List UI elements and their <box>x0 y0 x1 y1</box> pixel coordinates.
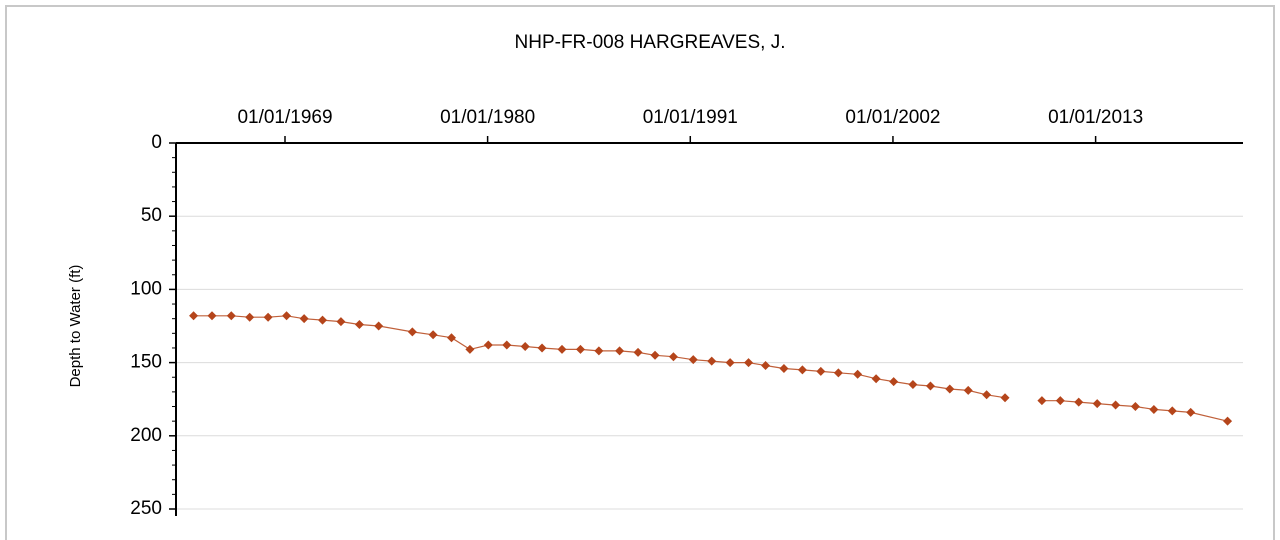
chart-title: NHP-FR-008 HARGREAVES, J. <box>515 32 786 53</box>
y-tick-label: 100 <box>130 278 162 299</box>
data-point <box>407 327 417 337</box>
data-point <box>483 340 493 350</box>
data-point <box>871 374 881 384</box>
data-point <box>725 358 735 368</box>
data-point <box>889 377 899 387</box>
data-point <box>207 311 217 321</box>
data-point <box>226 311 236 321</box>
data-point <box>447 333 457 343</box>
y-tick-label: 250 <box>130 498 162 519</box>
data-point <box>354 320 364 330</box>
x-tick-label: 01/01/2013 <box>1048 107 1143 128</box>
data-point <box>908 380 918 390</box>
data-point <box>761 361 771 371</box>
data-point <box>336 317 346 327</box>
data-point <box>374 321 384 331</box>
data-point <box>575 344 585 354</box>
data-point <box>318 315 328 325</box>
data-point <box>299 314 309 324</box>
y-tick-label: 50 <box>141 205 162 226</box>
data-point <box>263 312 273 322</box>
y-tick-label: 150 <box>130 352 162 373</box>
data-point <box>245 312 255 322</box>
data-point <box>816 366 826 376</box>
data-point <box>668 352 678 362</box>
data-point <box>282 311 292 321</box>
data-point <box>428 330 438 340</box>
data-point <box>982 390 992 400</box>
data-point <box>688 355 698 365</box>
x-tick-label: 01/01/2002 <box>845 107 940 128</box>
x-tick-label: 01/01/1991 <box>643 107 738 128</box>
data-point <box>779 363 789 373</box>
data-point <box>945 384 955 394</box>
data-point <box>797 365 807 375</box>
data-point <box>1149 404 1159 414</box>
data-point <box>1092 399 1102 409</box>
y-tick-label: 200 <box>130 425 162 446</box>
data-point <box>633 347 643 357</box>
data-point <box>189 311 199 321</box>
data-point <box>1037 396 1047 406</box>
data-point <box>520 341 530 351</box>
y-tick-label: 0 <box>151 132 162 153</box>
data-point <box>1111 400 1121 410</box>
data-point <box>1186 407 1196 417</box>
data-point <box>1130 402 1140 412</box>
x-tick-label: 01/01/1969 <box>237 107 332 128</box>
data-point <box>853 369 863 379</box>
x-tick-label: 01/01/1980 <box>440 107 535 128</box>
data-point <box>1223 416 1233 426</box>
data-point <box>925 381 935 391</box>
frame <box>5 5 1275 540</box>
data-point <box>465 344 475 354</box>
data-point <box>557 344 567 354</box>
data-point <box>707 356 717 366</box>
data-point <box>1000 393 1010 403</box>
data-point <box>744 358 754 368</box>
data-point <box>1167 406 1177 416</box>
data-point <box>833 368 843 378</box>
data-point <box>537 343 547 353</box>
data-point <box>594 346 604 356</box>
data-point <box>963 385 973 395</box>
data-point <box>502 340 512 350</box>
data-point <box>615 346 625 356</box>
data-point <box>1055 396 1065 406</box>
data-point <box>650 350 660 360</box>
y-axis-label: Depth to Water (ft) <box>67 265 84 388</box>
data-point <box>1074 397 1084 407</box>
